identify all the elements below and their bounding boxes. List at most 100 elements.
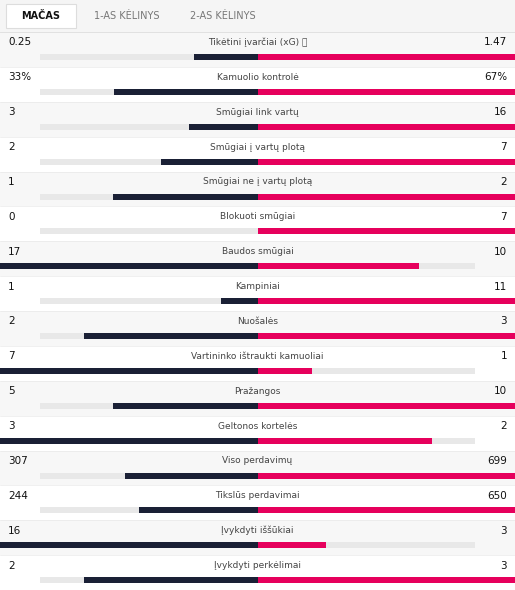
Text: 10: 10 bbox=[494, 247, 507, 257]
Bar bbox=[40, 228, 475, 234]
Text: 3: 3 bbox=[501, 526, 507, 536]
Text: 2: 2 bbox=[8, 560, 14, 571]
Bar bbox=[112, 194, 258, 199]
Bar bbox=[0, 486, 515, 520]
Text: 2: 2 bbox=[8, 316, 14, 326]
Text: 1-AS KĖLINYS: 1-AS KĖLINYS bbox=[94, 11, 160, 21]
Text: 7: 7 bbox=[501, 142, 507, 152]
Bar bbox=[258, 228, 515, 234]
Text: 7: 7 bbox=[501, 212, 507, 222]
Text: 5: 5 bbox=[8, 386, 14, 396]
Text: 307: 307 bbox=[8, 456, 28, 466]
Text: 1: 1 bbox=[8, 281, 14, 291]
Bar bbox=[258, 89, 515, 95]
Bar bbox=[0, 368, 258, 374]
Bar bbox=[139, 507, 258, 513]
Text: 1: 1 bbox=[8, 177, 14, 187]
Text: Nuošalės: Nuošalės bbox=[237, 317, 278, 326]
Bar bbox=[0, 67, 515, 101]
Text: 10: 10 bbox=[494, 386, 507, 396]
Bar bbox=[0, 542, 258, 548]
Text: 2: 2 bbox=[501, 177, 507, 187]
Text: 3: 3 bbox=[8, 421, 14, 431]
Text: Smūgiai link vartų: Smūgiai link vartų bbox=[216, 108, 299, 117]
Bar bbox=[258, 577, 515, 584]
Bar bbox=[258, 473, 515, 478]
Text: Kampiniai: Kampiniai bbox=[235, 282, 280, 291]
Text: 2-AS KĖLINYS: 2-AS KĖLINYS bbox=[190, 11, 256, 21]
Bar bbox=[40, 89, 475, 95]
Text: 699: 699 bbox=[487, 456, 507, 466]
Bar bbox=[40, 54, 475, 60]
Bar bbox=[258, 194, 515, 199]
Bar bbox=[40, 159, 475, 165]
Text: Tikėtini įvarčiai (xG) ⓘ: Tikėtini įvarčiai (xG) ⓘ bbox=[208, 38, 307, 47]
Text: 67%: 67% bbox=[484, 73, 507, 83]
Bar bbox=[125, 473, 258, 478]
Bar bbox=[40, 577, 475, 584]
Bar bbox=[221, 298, 258, 304]
Bar bbox=[258, 159, 515, 165]
Text: 17: 17 bbox=[8, 247, 21, 257]
Text: Smūgiai į vartų plotą: Smūgiai į vartų plotą bbox=[210, 143, 305, 152]
Bar bbox=[0, 0, 515, 32]
Bar bbox=[0, 520, 515, 555]
Bar bbox=[0, 137, 515, 172]
Bar bbox=[258, 298, 515, 304]
Bar bbox=[258, 368, 312, 374]
Bar bbox=[0, 32, 515, 67]
Text: Viso perdavimų: Viso perdavimų bbox=[222, 457, 293, 466]
Text: 16: 16 bbox=[8, 526, 21, 536]
Bar bbox=[0, 451, 515, 486]
Bar bbox=[0, 172, 515, 206]
Bar bbox=[0, 101, 515, 137]
Text: MAČAS: MAČAS bbox=[22, 11, 60, 21]
Text: Kamuolio kontrolė: Kamuolio kontrolė bbox=[217, 73, 298, 82]
Bar bbox=[258, 54, 515, 60]
Bar bbox=[83, 577, 258, 584]
Text: Tikslūs perdavimai: Tikslūs perdavimai bbox=[215, 491, 300, 500]
Text: 1: 1 bbox=[501, 351, 507, 361]
Text: Baudos smūgiai: Baudos smūgiai bbox=[221, 247, 294, 256]
Text: 2: 2 bbox=[8, 142, 14, 152]
Text: 1.47: 1.47 bbox=[484, 37, 507, 47]
Bar bbox=[0, 206, 515, 241]
Bar bbox=[0, 415, 515, 451]
Bar bbox=[40, 403, 475, 409]
Bar bbox=[0, 346, 515, 381]
Bar bbox=[0, 438, 258, 444]
Text: Įvykdyti iššūkiai: Įvykdyti iššūkiai bbox=[221, 526, 294, 536]
Bar bbox=[40, 542, 475, 548]
Text: Įvykdyti perkėlimai: Įvykdyti perkėlimai bbox=[214, 561, 301, 570]
Bar bbox=[40, 124, 475, 130]
Bar bbox=[161, 159, 258, 165]
Bar bbox=[40, 333, 475, 339]
Bar bbox=[0, 263, 258, 270]
Text: 33%: 33% bbox=[8, 73, 31, 83]
Text: 0: 0 bbox=[8, 212, 14, 222]
Text: Geltonos kortelės: Geltonos kortelės bbox=[218, 422, 297, 431]
Bar bbox=[40, 473, 475, 478]
Bar bbox=[40, 507, 475, 513]
Bar bbox=[40, 368, 475, 374]
Bar bbox=[83, 333, 258, 339]
Text: 7: 7 bbox=[8, 351, 14, 361]
Bar bbox=[258, 124, 515, 130]
Bar bbox=[258, 438, 432, 444]
Bar bbox=[258, 263, 419, 270]
Bar bbox=[258, 542, 326, 548]
Bar bbox=[258, 333, 515, 339]
Text: 2: 2 bbox=[501, 421, 507, 431]
Bar bbox=[0, 555, 515, 590]
Bar bbox=[194, 54, 258, 60]
Text: Vartininko ištraukti kamuoliai: Vartininko ištraukti kamuoliai bbox=[191, 352, 324, 361]
Text: 0.25: 0.25 bbox=[8, 37, 31, 47]
Bar bbox=[40, 438, 475, 444]
Bar bbox=[258, 403, 515, 409]
Text: 650: 650 bbox=[487, 491, 507, 501]
Bar bbox=[0, 381, 515, 415]
Text: 11: 11 bbox=[494, 281, 507, 291]
Bar bbox=[40, 298, 475, 304]
Bar bbox=[40, 263, 475, 270]
Text: 3: 3 bbox=[8, 107, 14, 117]
